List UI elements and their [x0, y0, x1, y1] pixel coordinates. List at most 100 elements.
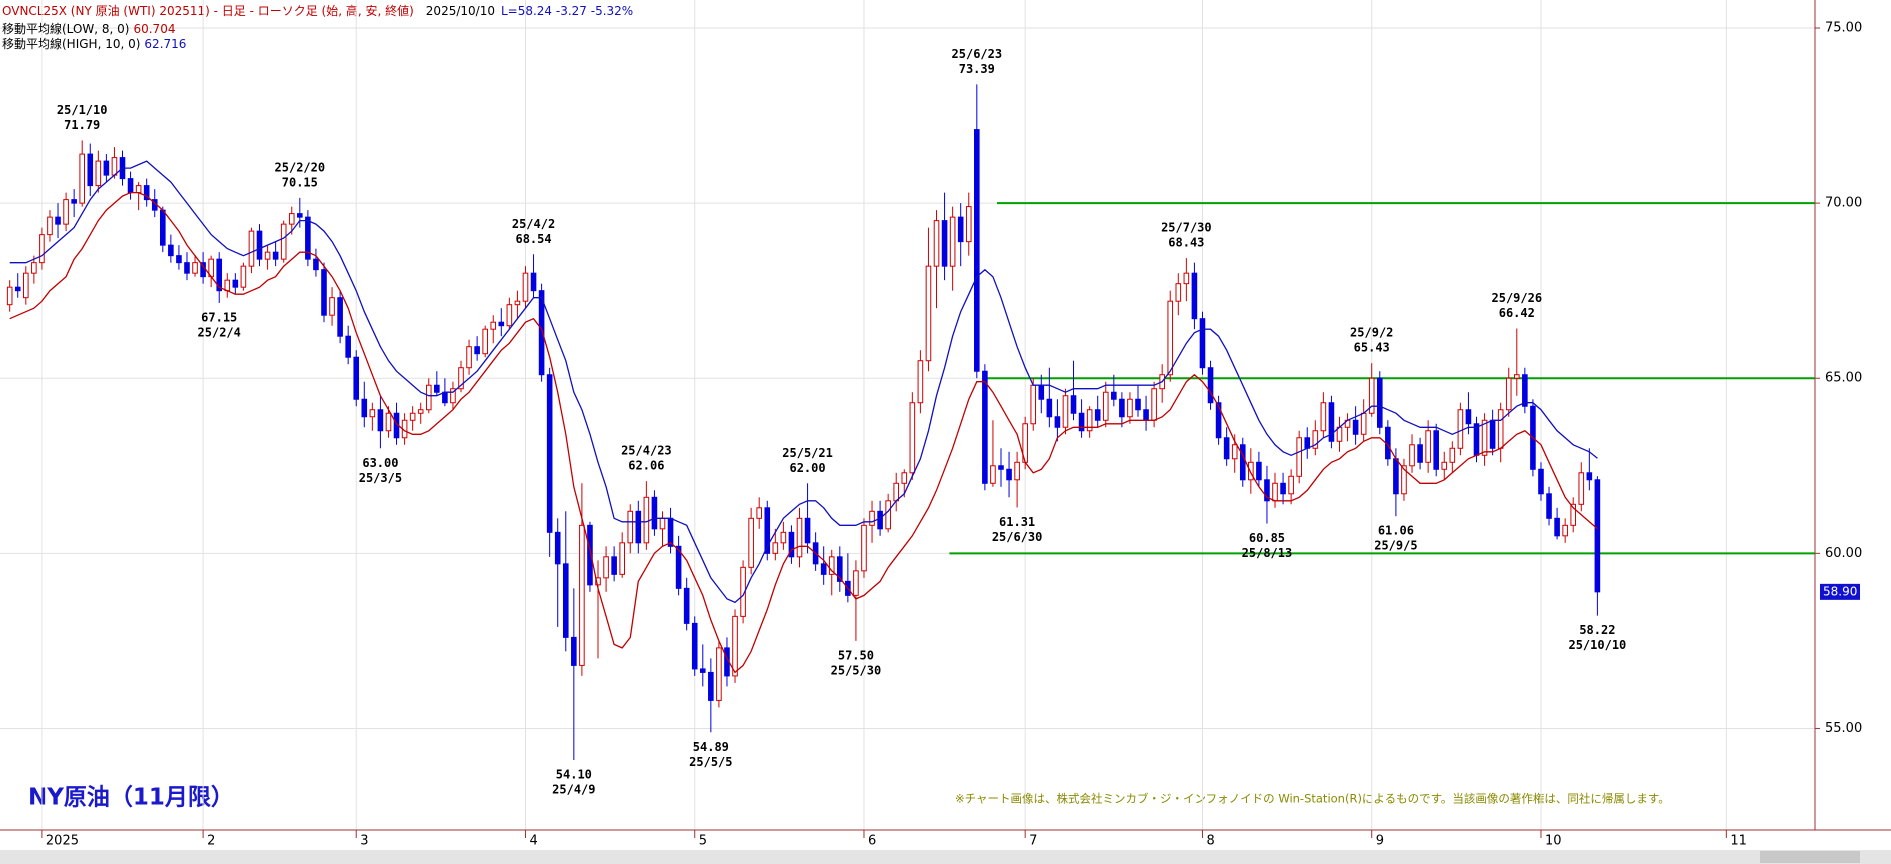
candle-body [1272, 482, 1278, 502]
annotation-date: 25/4/23 [621, 444, 672, 458]
candle-body [329, 297, 335, 316]
candle-body [1167, 300, 1174, 376]
candle-body [595, 577, 601, 586]
legend-name: 移動平均線(HIGH, 10, 0) [2, 36, 140, 51]
legend-entry: 移動平均線(LOW, 8, 0) 60.704 [2, 21, 175, 36]
candle-body [1497, 409, 1504, 449]
annotation-date: 25/1/10 [57, 103, 108, 117]
copyright-note: ※チャート画像は、株式会社ミンカブ・ジ・インフォノイドの Win-Station… [955, 792, 1670, 806]
last-price-label: 58.90 [1823, 584, 1857, 598]
date: 2025/10/10 [426, 4, 495, 18]
candle-body [482, 328, 488, 355]
candle-body [1199, 318, 1206, 369]
candle-body [79, 153, 86, 204]
candle-body [788, 531, 795, 558]
candle-body [425, 384, 432, 411]
candle-body [377, 409, 384, 432]
annotation-value: 68.43 [1168, 236, 1204, 250]
candle-body [369, 409, 376, 418]
candle-body [1086, 409, 1093, 432]
x-tick-label: 9 [1376, 834, 1384, 849]
annotation-date: 25/9/26 [1492, 291, 1543, 305]
legend-value: 60.704 [133, 22, 175, 36]
candle-body [965, 206, 972, 243]
candle-body [490, 321, 497, 330]
candle-body [256, 230, 263, 260]
candle-body [1062, 395, 1069, 428]
annotation-value: 66.42 [1499, 306, 1535, 320]
candle-body [1505, 377, 1512, 411]
x-tick-label: 6 [868, 834, 876, 849]
candle-body [1409, 444, 1415, 467]
candle-body [941, 220, 948, 267]
candle-body [232, 279, 239, 288]
annotation-value: 54.10 [556, 767, 592, 781]
y-tick-label: 60.00 [1825, 546, 1862, 561]
moving-average-line [9, 191, 1598, 674]
candle-body [1054, 416, 1061, 428]
candle-body [272, 251, 279, 260]
candle-body [909, 402, 916, 474]
candle-body [708, 671, 714, 701]
candle-body [1538, 468, 1544, 495]
candle-body [345, 335, 351, 358]
x-tick-label: 5 [699, 834, 707, 849]
candle-body [627, 510, 634, 544]
candle-body [691, 622, 698, 670]
annotation-value: 71.79 [64, 118, 100, 132]
candle-body [837, 556, 843, 582]
annotation-date: 25/8/13 [1242, 546, 1293, 560]
candle-body [264, 251, 271, 260]
annotation-date: 25/9/2 [1350, 326, 1393, 340]
candle-body [1102, 391, 1109, 421]
candle-body [385, 412, 392, 432]
candle-body [1256, 461, 1262, 481]
annotation-date: 25/9/5 [1374, 539, 1417, 553]
scrollbar-thumb[interactable] [1760, 851, 1860, 863]
candle-body [651, 496, 658, 530]
candle-body [1481, 419, 1488, 456]
candle-body [716, 647, 722, 701]
x-tick-label: 2 [207, 834, 215, 849]
candle-body [1078, 412, 1085, 432]
candle-body [957, 216, 964, 243]
annotation-value: 62.06 [628, 459, 664, 473]
annotation-value: 54.89 [693, 740, 729, 754]
candle-body [22, 272, 29, 299]
candle-body [772, 542, 779, 554]
candle-body [1376, 377, 1383, 428]
candle-body [71, 199, 77, 204]
candle-body [1127, 398, 1133, 418]
candle-body [1239, 444, 1246, 481]
candle-body [1175, 283, 1182, 302]
scrollbar[interactable] [0, 850, 1891, 864]
candle-body [1570, 503, 1577, 526]
candle-body [828, 556, 835, 575]
candle-body [1457, 409, 1464, 449]
candle-body [562, 563, 569, 638]
candle-body [619, 542, 625, 575]
annotation-date: 25/4/9 [552, 782, 595, 796]
candle-body [1489, 419, 1496, 449]
candle-body [796, 517, 803, 558]
annotation-date: 25/4/2 [512, 217, 555, 231]
candle-body [820, 563, 827, 575]
last-price-box [1820, 583, 1860, 600]
candle-body [1320, 402, 1327, 432]
candle-body [240, 265, 247, 288]
candle-body [95, 160, 102, 187]
annotation-value: 70.15 [282, 175, 318, 189]
candle-body [877, 510, 883, 530]
candle-body [885, 500, 891, 530]
candle-body [1143, 409, 1149, 421]
candle-body [168, 244, 174, 257]
x-tick-label: 3 [360, 834, 368, 849]
candle-body [925, 265, 932, 362]
annotation-value: 63.00 [362, 456, 398, 470]
candle-body [1352, 419, 1359, 435]
annotation-date: 25/2/20 [275, 160, 326, 174]
annotation-value: 68.54 [515, 232, 551, 246]
candle-body [998, 465, 1004, 470]
annotation-value: 60.85 [1249, 531, 1285, 545]
